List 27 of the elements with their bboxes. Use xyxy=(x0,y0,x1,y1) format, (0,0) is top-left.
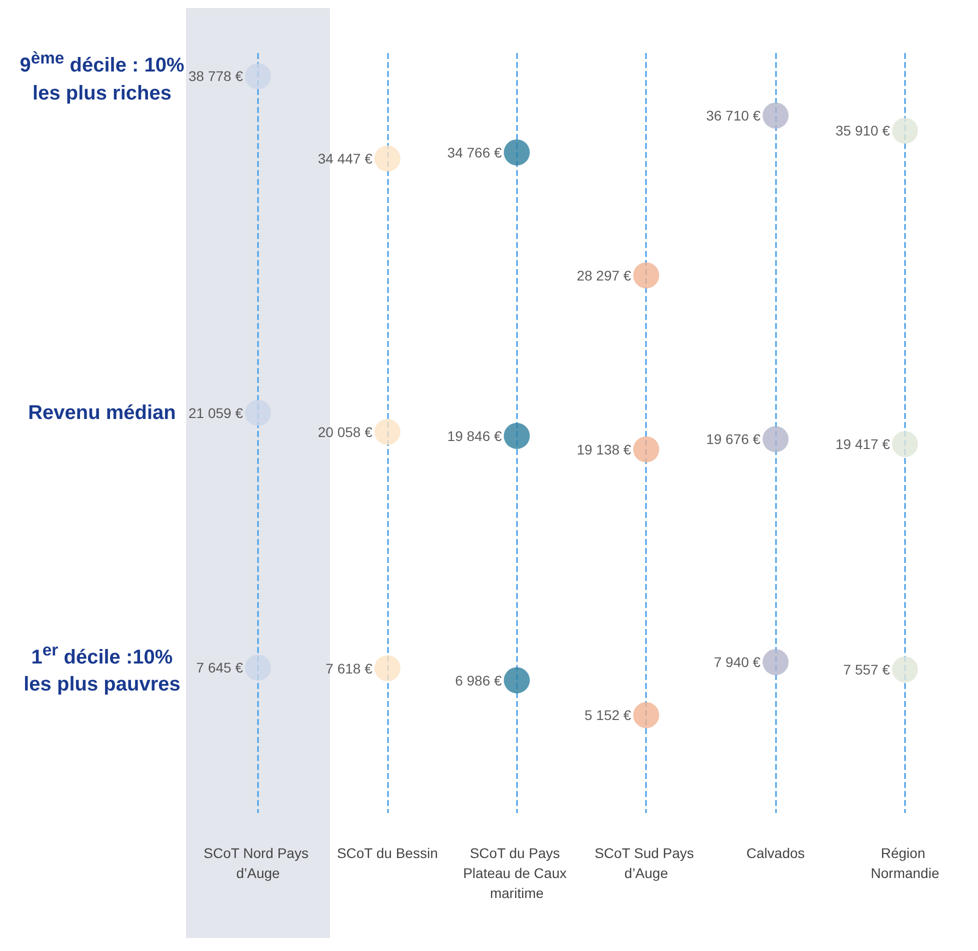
data-label: 5 152 € xyxy=(584,707,632,724)
data-label: 21 059 € xyxy=(188,404,244,421)
text: 1$^{er}$ décile :10% les plus pauvres xyxy=(22,639,182,698)
data-label: 6 986 € xyxy=(455,672,502,688)
data-label: 20 058 € xyxy=(318,424,373,440)
x-tick-label: SCoT du Bessin xyxy=(336,845,438,861)
text: 9$^{ème}$ décile : 10% les plus riches xyxy=(18,48,186,107)
data-label: 19 417 € xyxy=(836,436,890,452)
text: Revenu médian xyxy=(27,400,177,426)
data-label: 36 710 € xyxy=(706,108,761,124)
x-tick-label: Région Normandie xyxy=(870,845,940,881)
data-label: 28 297 € xyxy=(576,267,632,284)
data-label: 7 557 € xyxy=(843,661,890,678)
data-label: 19 138 € xyxy=(576,441,632,458)
x-tick-label: SCoT Sud Pays d’Auge xyxy=(594,845,698,881)
data-label: 7 645 € xyxy=(196,660,244,676)
data-label: 7 940 € xyxy=(714,654,761,670)
x-tick-label: Calvados xyxy=(746,845,805,861)
data-label: 34 766 € xyxy=(447,144,502,160)
data-label: 7 618 € xyxy=(326,660,373,676)
data-label: 34 447 € xyxy=(318,150,373,167)
data-label: 19 676 € xyxy=(706,431,761,448)
data-label: 19 846 € xyxy=(447,428,502,444)
data-label: 38 778 € xyxy=(188,68,244,84)
data-label: 35 910 € xyxy=(836,122,890,139)
x-tick-label: SCoT Nord Pays d’Auge xyxy=(204,845,312,881)
x-tick-label: SCoT du Pays Plateau de Caux maritime xyxy=(463,845,571,901)
